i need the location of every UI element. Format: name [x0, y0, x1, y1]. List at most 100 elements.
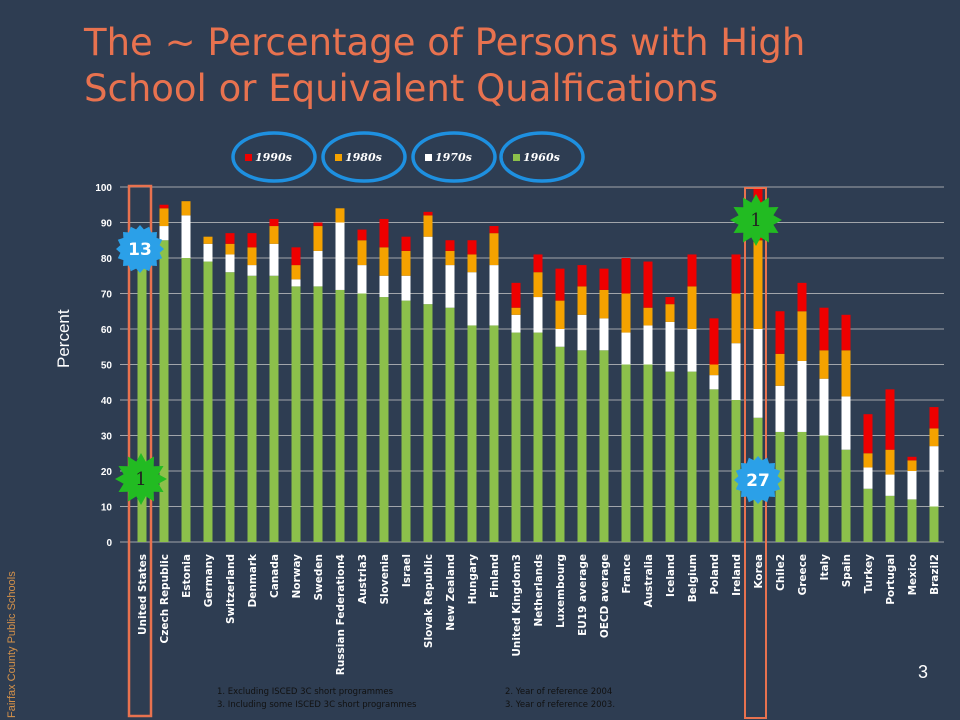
bar-1970s-27 — [731, 343, 741, 400]
bar-1960s-2 — [181, 258, 191, 542]
bar-1980s-17 — [511, 307, 521, 315]
y-tick-label: 30 — [101, 432, 113, 443]
x-tick-label: Mexico — [907, 554, 919, 595]
bar-1960s-5 — [247, 275, 257, 542]
bar-1960s-8 — [313, 286, 323, 542]
bar-1980s-9 — [335, 208, 345, 223]
bar-1970s-26 — [709, 375, 719, 390]
highlight-box-united-states — [127, 184, 153, 718]
x-tick-label: Greece — [797, 554, 809, 595]
x-tick-label: United Kingdom3 — [511, 554, 523, 657]
bar-1980s-35 — [907, 460, 917, 471]
legend-ring — [231, 131, 317, 183]
legend-ring — [411, 131, 497, 183]
bar-1980s-32 — [841, 350, 851, 397]
legend-swatch — [425, 154, 432, 161]
x-tick-label: Italy — [819, 554, 831, 581]
bar-1970s-5 — [247, 265, 257, 276]
bar-1970s-13 — [423, 236, 433, 305]
bar-1970s-28 — [753, 329, 763, 418]
bar-1970s-24 — [665, 321, 675, 372]
bar-1970s-3 — [203, 243, 213, 262]
x-tick-label: United States — [137, 554, 149, 635]
legend-label: 1990s — [255, 151, 292, 164]
bar-1990s-32 — [841, 314, 851, 351]
bar-1960s-1 — [159, 240, 169, 542]
bar-1980s-25 — [687, 286, 697, 329]
bar-1960s-16 — [489, 325, 499, 542]
bar-1970s-12 — [401, 275, 411, 301]
bar-1980s-12 — [401, 250, 411, 276]
footnote-3b: 3. Year of reference 2003. — [505, 700, 616, 710]
bar-1960s-13 — [423, 304, 433, 542]
bar-1990s-29 — [775, 311, 785, 354]
x-tick-label: Poland — [709, 554, 721, 595]
bar-1960s-18 — [533, 332, 543, 542]
bar-1960s-19 — [555, 346, 565, 542]
bar-1970s-36 — [929, 446, 939, 507]
bar-1970s-32 — [841, 396, 851, 450]
bar-1990s-22 — [621, 258, 631, 294]
bar-1980s-11 — [379, 247, 389, 276]
bar-1990s-13 — [423, 211, 433, 216]
bar-1990s-19 — [555, 268, 565, 301]
legend-ring — [499, 131, 585, 183]
bar-1990s-7 — [291, 247, 301, 266]
bar-1990s-14 — [445, 240, 455, 251]
bar-1960s-23 — [643, 364, 653, 542]
bar-1980s-36 — [929, 428, 939, 447]
x-tick-label: Russian Federation4 — [335, 554, 347, 675]
bar-1990s-1 — [159, 204, 169, 209]
side-note: Fairfax County Public Schools — [6, 571, 18, 718]
bar-1960s-26 — [709, 389, 719, 542]
bar-1980s-14 — [445, 250, 455, 266]
x-tick-label: Denmark — [247, 553, 259, 608]
bar-1980s-20 — [577, 286, 587, 315]
x-tick-label: Australia — [643, 554, 655, 607]
bar-1990s-20 — [577, 265, 587, 287]
bar-1990s-8 — [313, 222, 323, 227]
x-tick-label: Czech Republic — [159, 554, 171, 643]
bar-1960s-7 — [291, 286, 301, 542]
bar-1980s-24 — [665, 304, 675, 322]
bar-1970s-17 — [511, 314, 521, 333]
bar-1980s-5 — [247, 247, 257, 266]
bar-1970s-31 — [819, 378, 829, 436]
bar-1970s-30 — [797, 360, 807, 432]
bar-1960s-29 — [775, 431, 785, 542]
legend-swatch — [513, 154, 520, 161]
bar-1960s-20 — [577, 350, 587, 542]
bar-1970s-6 — [269, 243, 279, 276]
bar-1980s-26 — [709, 364, 719, 376]
bar-1970s-34 — [885, 474, 895, 496]
bar-1970s-35 — [907, 471, 917, 500]
bar-1970s-22 — [621, 332, 631, 365]
bar-1970s-14 — [445, 265, 455, 308]
x-tick-label: Canada — [269, 554, 281, 598]
bar-1980s-23 — [643, 307, 653, 326]
x-tick-label: Brazil2 — [929, 554, 941, 595]
bar-1990s-36 — [929, 407, 939, 429]
bar-1970s-4 — [225, 254, 235, 273]
x-tick-label: Germany — [203, 554, 215, 607]
bar-1980s-1 — [159, 208, 169, 227]
bar-1960s-14 — [445, 307, 455, 542]
bar-1990s-27 — [731, 254, 741, 294]
bar-1960s-12 — [401, 300, 411, 542]
bar-1960s-31 — [819, 435, 829, 542]
bar-1970s-1 — [159, 226, 169, 241]
bar-1990s-17 — [511, 282, 521, 308]
bar-1990s-15 — [467, 240, 477, 255]
bar-1990s-10 — [357, 229, 367, 241]
bar-1990s-33 — [863, 414, 873, 454]
legend-swatch — [245, 154, 252, 161]
y-tick-label: 10 — [101, 503, 113, 514]
x-tick-label: Norway — [291, 554, 303, 599]
bar-1980s-33 — [863, 453, 873, 468]
bar-1970s-20 — [577, 314, 587, 351]
bar-1980s-18 — [533, 272, 543, 298]
x-tick-label: Austria3 — [357, 554, 369, 604]
bar-1960s-35 — [907, 499, 917, 542]
bar-1970s-11 — [379, 275, 389, 298]
title-line-1: The ~ Percentage of Persons with High — [84, 21, 806, 64]
